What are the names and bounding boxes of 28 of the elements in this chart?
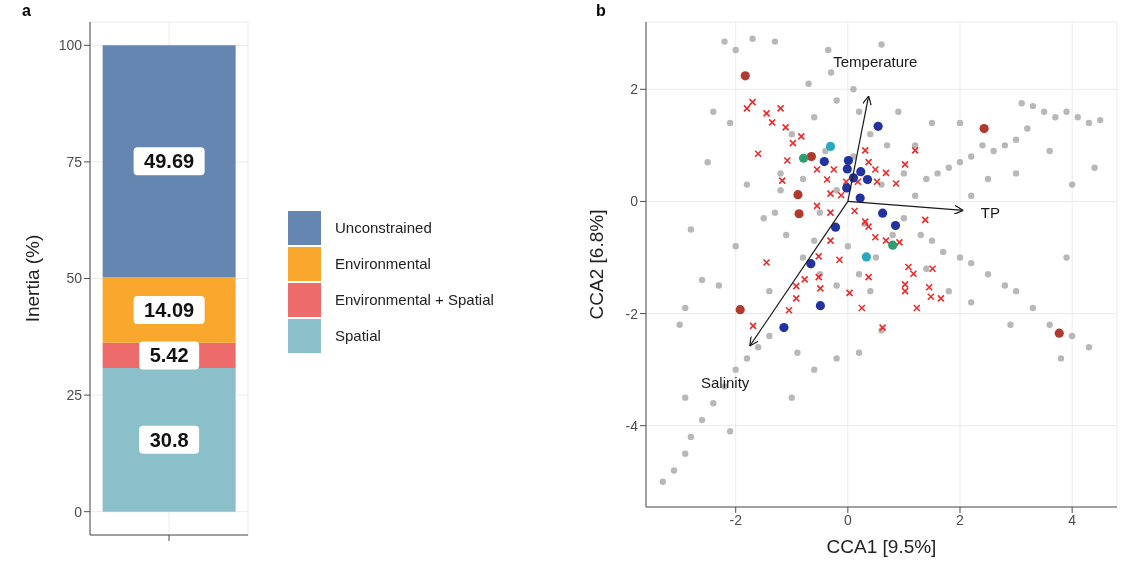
y-tick-label: 25	[66, 387, 83, 404]
y-axis-title: CCA2 [6.8%]	[585, 209, 607, 320]
annotation: Salinity	[701, 373, 750, 391]
legend-label: Environmental + Spatial	[335, 291, 494, 308]
x-tick-label: 2	[956, 511, 965, 528]
legend-label: Environmental	[335, 255, 431, 272]
x-tick-label: 0	[843, 511, 852, 528]
annotation: TP	[980, 203, 1000, 221]
chart-title: b	[596, 2, 606, 20]
y-tick-label: 100	[58, 37, 83, 54]
data-label: 49.69	[144, 150, 195, 173]
y-axis-title: Inertia (%)	[21, 234, 43, 323]
x-tick-label: 4	[1068, 511, 1077, 528]
y-tick-label: 50	[66, 270, 83, 287]
legend-label: Unconstrained	[335, 219, 432, 236]
data-label: 14.09	[144, 298, 195, 321]
annotation: Temperature	[833, 53, 918, 71]
y-tick-label: 0	[630, 193, 639, 210]
data-label: 5.42	[149, 344, 189, 367]
y-tick-label: 75	[66, 153, 83, 170]
y-tick-label: -4	[625, 417, 639, 434]
legend-label: Spatial	[335, 327, 381, 344]
data-label: 30.8	[149, 428, 189, 451]
chart-title: a	[22, 2, 31, 20]
y-tick-label: 2	[630, 81, 639, 98]
x-tick-label: -2	[729, 511, 743, 528]
x-axis-title: CCA1 [9.5%]	[826, 536, 937, 557]
y-tick-label: -2	[625, 305, 639, 322]
